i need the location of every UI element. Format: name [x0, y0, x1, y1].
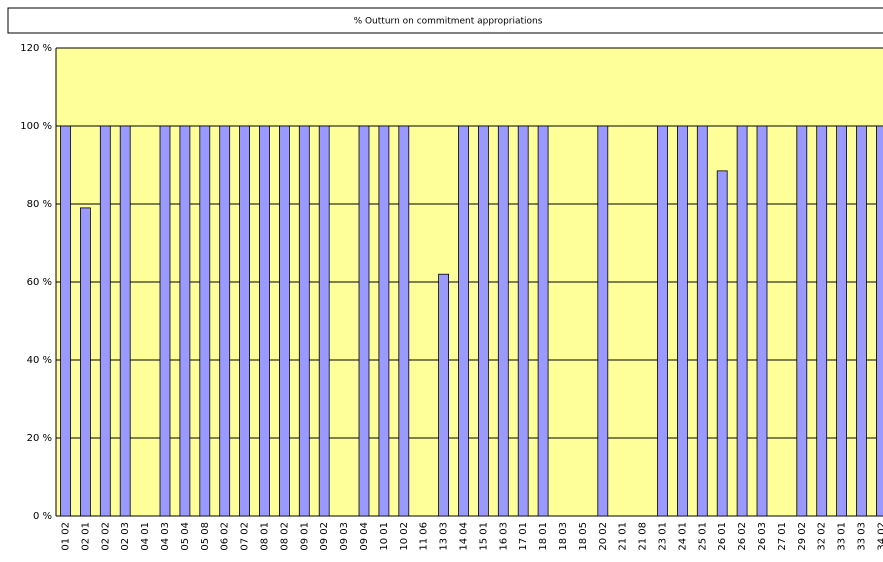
x-tick-label: 02 02 — [100, 522, 111, 551]
x-tick-label: 09 03 — [339, 522, 350, 551]
x-tick-label: 04 03 — [160, 522, 171, 551]
bar — [60, 125, 71, 517]
x-tick-label: 05 08 — [200, 522, 211, 551]
bar — [876, 125, 883, 517]
chart-title: % Outturn on commitment appropriations — [354, 17, 543, 27]
x-tick-label: 10 02 — [399, 522, 410, 551]
x-tick-label: 18 01 — [538, 522, 549, 551]
bar — [477, 125, 489, 517]
bar — [159, 125, 171, 517]
x-tick-label: 26 02 — [737, 522, 748, 551]
x-tick-label: 29 02 — [797, 522, 808, 551]
bar — [657, 125, 668, 517]
bar — [259, 125, 270, 517]
x-tick-label: 02 03 — [120, 522, 131, 551]
x-tick-label: 07 02 — [240, 522, 251, 551]
bar — [836, 125, 847, 517]
x-tick-label: 06 02 — [220, 522, 231, 551]
y-tick-label: 120 % — [20, 43, 52, 54]
y-tick-label: 20 % — [27, 433, 52, 444]
bar — [458, 125, 469, 517]
x-tick-label: 05 04 — [180, 522, 191, 551]
x-tick-label: 20 02 — [598, 522, 609, 551]
bar — [597, 125, 609, 517]
x-tick-label: 16 03 — [498, 522, 509, 551]
x-tick-label: 02 01 — [80, 522, 91, 551]
bar — [537, 125, 549, 517]
x-tick-label: 21 08 — [638, 522, 649, 551]
x-tick-label: 15 01 — [478, 522, 489, 551]
bar — [239, 125, 251, 517]
x-tick-label: 09 01 — [299, 522, 310, 551]
bar — [318, 125, 330, 517]
x-tick-label: 25 01 — [697, 522, 708, 551]
bar — [517, 125, 529, 517]
bar — [716, 170, 728, 517]
title-box — [7, 7, 883, 34]
x-tick-label: 34 02 — [876, 522, 883, 551]
bar — [856, 125, 867, 517]
bar — [99, 125, 111, 517]
x-tick-label: 01 02 — [61, 522, 72, 551]
bar — [438, 273, 450, 517]
x-tick-label: 14 04 — [459, 522, 470, 551]
x-tick-label: 08 02 — [279, 522, 290, 551]
x-tick-label: 21 01 — [618, 522, 629, 551]
x-tick-label: 09 02 — [319, 522, 330, 551]
x-tick-label: 24 01 — [677, 522, 688, 551]
x-tick-label: 10 01 — [379, 522, 390, 551]
bar — [119, 125, 131, 517]
x-tick-label: 23 01 — [658, 522, 669, 551]
bar — [398, 125, 410, 517]
x-tick-label: 26 01 — [717, 522, 728, 551]
x-tick-label: 08 01 — [260, 522, 271, 551]
y-tick-label: 100 % — [20, 121, 52, 132]
bar — [80, 207, 91, 517]
x-tick-label: 32 02 — [817, 522, 828, 551]
bar — [497, 125, 509, 517]
bar — [199, 125, 211, 517]
x-tick-label: 18 05 — [578, 522, 589, 551]
x-tick-label: 33 03 — [857, 522, 868, 551]
x-tick-label: 18 03 — [558, 522, 569, 551]
x-tick-label: 17 01 — [518, 522, 529, 551]
bar — [696, 125, 708, 517]
bar — [816, 125, 828, 517]
bar — [736, 125, 748, 517]
y-tick-label: 40 % — [27, 355, 52, 366]
bar — [796, 125, 808, 517]
bar — [179, 125, 191, 517]
x-tick-label: 04 01 — [140, 522, 151, 551]
bar — [278, 125, 290, 517]
x-tick-label: 13 03 — [439, 522, 450, 551]
y-tick-label: 0 % — [33, 511, 52, 522]
y-tick-label: 80 % — [27, 199, 52, 210]
bar — [378, 125, 390, 517]
bar — [358, 125, 370, 517]
x-tick-label: 33 01 — [837, 522, 848, 551]
x-tick-label: 11 06 — [419, 522, 430, 551]
x-tick-label: 26 03 — [757, 522, 768, 551]
bar — [219, 125, 231, 517]
x-tick-label: 27 01 — [777, 522, 788, 551]
x-tick-label: 09 04 — [359, 522, 370, 551]
bar — [756, 125, 768, 517]
bar — [298, 125, 310, 517]
bar — [677, 125, 688, 517]
y-tick-label: 60 % — [27, 277, 52, 288]
